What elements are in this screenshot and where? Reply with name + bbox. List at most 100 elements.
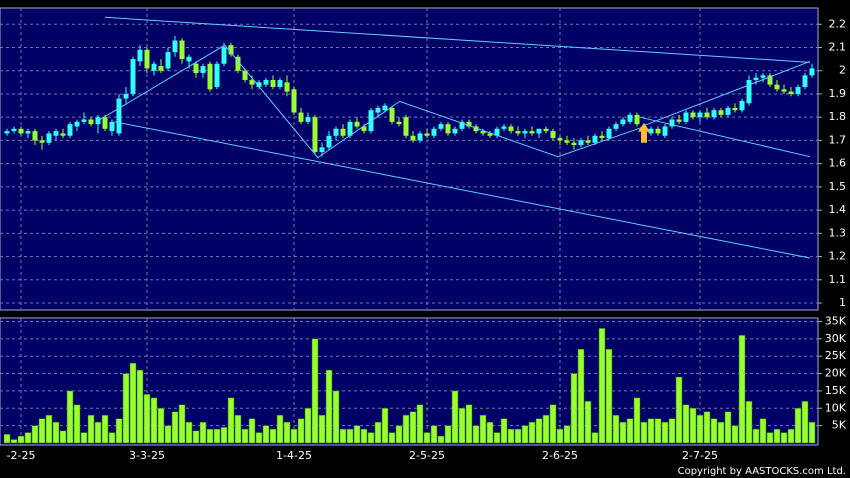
candle-body bbox=[445, 124, 451, 134]
price-panel bbox=[0, 7, 819, 311]
candle-body bbox=[151, 63, 157, 71]
candle-body bbox=[606, 128, 612, 139]
volume-bar bbox=[549, 404, 557, 444]
y-tick-label: 20K bbox=[825, 367, 847, 380]
volume-bar bbox=[682, 404, 690, 444]
candle-body bbox=[221, 47, 227, 64]
candle-body bbox=[263, 80, 269, 85]
volume-bar bbox=[24, 432, 32, 444]
candle-body bbox=[4, 131, 10, 134]
candle-body bbox=[193, 63, 199, 74]
candle-body bbox=[809, 68, 815, 76]
volume-bar bbox=[38, 418, 46, 444]
volume-bar bbox=[325, 369, 333, 444]
y-tick-label: 1.2 bbox=[829, 250, 847, 263]
y-tick-label: 2.1 bbox=[829, 40, 847, 53]
volume-bar bbox=[577, 349, 585, 444]
candle-body bbox=[536, 128, 542, 134]
y-tick-label: 1.6 bbox=[829, 157, 847, 170]
candle-body bbox=[165, 52, 171, 69]
candle-body bbox=[683, 112, 689, 122]
candle-body bbox=[130, 59, 136, 94]
candle-body bbox=[340, 128, 346, 136]
candle-body bbox=[578, 140, 584, 146]
candle-body bbox=[676, 119, 682, 122]
volume-bar bbox=[486, 421, 494, 444]
candle-body bbox=[802, 75, 808, 87]
y-tick-label: 15K bbox=[825, 384, 847, 397]
volume-bar bbox=[668, 418, 676, 444]
volume-bar bbox=[255, 432, 263, 444]
y-tick-label: 1.9 bbox=[829, 87, 847, 100]
volume-bar bbox=[185, 421, 193, 444]
candle-body bbox=[382, 105, 388, 111]
candle-body bbox=[333, 128, 339, 136]
candle-body bbox=[431, 128, 437, 136]
volume-bar bbox=[10, 439, 18, 444]
arrow-marker bbox=[638, 122, 650, 143]
candle-body bbox=[627, 114, 633, 122]
candle-body bbox=[354, 121, 360, 127]
volume-bar bbox=[101, 414, 109, 444]
candle-body bbox=[788, 91, 794, 94]
candle-body bbox=[760, 75, 766, 78]
volume-bar bbox=[696, 414, 704, 444]
volume-bar bbox=[710, 418, 718, 444]
y-tick-label: 1.4 bbox=[829, 203, 847, 216]
candle-body bbox=[95, 117, 101, 125]
candle-body bbox=[452, 128, 458, 134]
candle-body bbox=[718, 110, 724, 115]
volume-bar bbox=[801, 401, 809, 444]
candle-body bbox=[375, 107, 381, 113]
volume-bar bbox=[472, 425, 480, 444]
volume-bar bbox=[353, 425, 361, 444]
volume-bar bbox=[633, 397, 641, 444]
candle-body bbox=[417, 133, 423, 141]
candle-body bbox=[123, 93, 129, 99]
candle-body bbox=[711, 110, 717, 118]
volume-bar bbox=[773, 428, 781, 444]
candle-body bbox=[144, 49, 150, 69]
y-tick-label: 2 bbox=[839, 64, 846, 77]
candle-body bbox=[732, 107, 738, 111]
y-tick-label: 1 bbox=[839, 296, 846, 309]
candle-body bbox=[781, 89, 787, 92]
volume-bar bbox=[703, 411, 711, 444]
candle-body bbox=[529, 131, 535, 134]
volume-bar bbox=[647, 418, 655, 444]
volume-bar bbox=[528, 421, 536, 444]
candle-body bbox=[634, 114, 640, 125]
volume-bar bbox=[626, 418, 634, 444]
candle-body bbox=[361, 126, 367, 132]
candle-body bbox=[116, 98, 122, 134]
volume-bar bbox=[241, 428, 249, 444]
volume-bar bbox=[129, 362, 137, 444]
volume-bar bbox=[304, 408, 312, 444]
candle-body bbox=[592, 135, 598, 143]
candle-body bbox=[60, 133, 66, 136]
candle-body bbox=[46, 133, 52, 143]
volume-bar bbox=[640, 421, 648, 444]
candle-body bbox=[249, 80, 255, 85]
candle-body bbox=[18, 128, 24, 134]
candle-body bbox=[81, 119, 87, 122]
candle-body bbox=[795, 86, 801, 94]
candle-body bbox=[53, 131, 59, 136]
candle-body bbox=[277, 80, 283, 87]
volume-bar bbox=[220, 427, 228, 444]
candle-body bbox=[270, 80, 276, 87]
trend-line bbox=[99, 44, 645, 159]
x-tick-label: 2-7-25 bbox=[682, 449, 718, 462]
volume-bar bbox=[248, 418, 256, 444]
candle-body bbox=[284, 82, 290, 92]
volume-bar bbox=[780, 432, 788, 444]
candle-body bbox=[200, 66, 206, 74]
volume-bar bbox=[752, 428, 760, 444]
volume-bar bbox=[507, 428, 515, 444]
candle-body bbox=[179, 40, 185, 60]
candle-body bbox=[25, 131, 31, 134]
y-tick-label: 1.7 bbox=[829, 133, 847, 146]
candle-body bbox=[669, 119, 675, 127]
volume-bar bbox=[430, 425, 438, 444]
volume-bar bbox=[178, 404, 186, 444]
